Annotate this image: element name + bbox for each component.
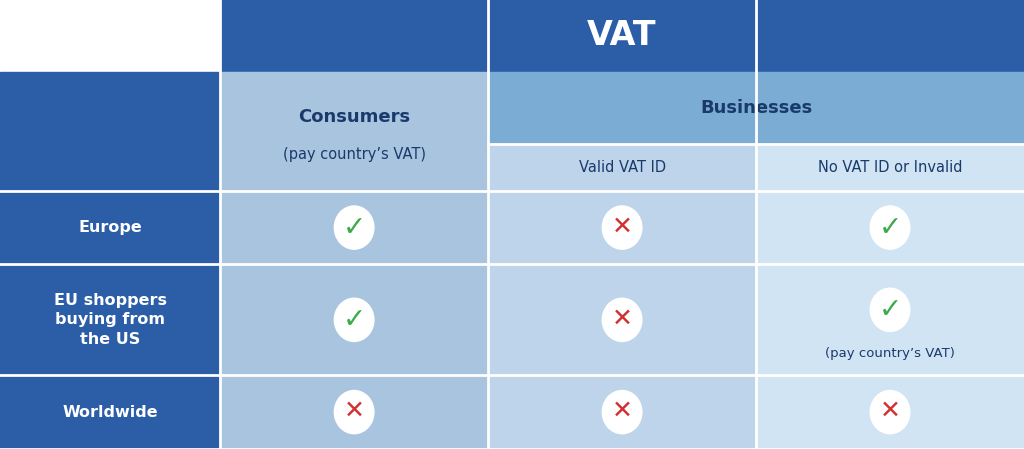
Text: Worldwide: Worldwide <box>62 405 158 420</box>
Text: ✓: ✓ <box>342 306 366 334</box>
Bar <box>0 0 220 72</box>
Bar <box>220 191 488 264</box>
Ellipse shape <box>334 298 374 341</box>
Bar <box>756 264 1024 375</box>
Bar <box>756 144 1024 191</box>
Bar <box>488 375 756 449</box>
Ellipse shape <box>870 391 910 434</box>
Text: ✓: ✓ <box>879 296 902 324</box>
Bar <box>488 264 756 375</box>
Text: ✓: ✓ <box>342 214 366 242</box>
Bar <box>220 264 488 375</box>
Text: EU shoppers
buying from
the US: EU shoppers buying from the US <box>53 293 167 347</box>
Text: Consumers: Consumers <box>298 108 411 126</box>
Ellipse shape <box>334 206 374 249</box>
Ellipse shape <box>602 206 642 249</box>
Text: ✕: ✕ <box>880 399 900 423</box>
Bar <box>0 72 220 144</box>
Ellipse shape <box>602 298 642 341</box>
Text: Europe: Europe <box>78 220 142 235</box>
Bar <box>756 191 1024 264</box>
Ellipse shape <box>334 391 374 434</box>
Ellipse shape <box>602 391 642 434</box>
Text: Valid VAT ID: Valid VAT ID <box>579 159 666 175</box>
Bar <box>488 144 756 191</box>
Bar <box>220 72 488 191</box>
Bar <box>488 72 1024 144</box>
Text: ✕: ✕ <box>344 399 365 423</box>
Bar <box>0 144 220 191</box>
Text: No VAT ID or Invalid: No VAT ID or Invalid <box>818 159 963 175</box>
Text: ✕: ✕ <box>611 307 633 331</box>
Text: VAT: VAT <box>588 19 656 53</box>
Text: Businesses: Businesses <box>700 99 812 117</box>
Bar <box>488 191 756 264</box>
Bar <box>220 0 1024 72</box>
Ellipse shape <box>870 206 910 249</box>
Ellipse shape <box>870 288 910 331</box>
Text: (pay country’s VAT): (pay country’s VAT) <box>283 148 426 163</box>
Bar <box>0 264 220 375</box>
Bar <box>0 375 220 449</box>
Bar <box>0 191 220 264</box>
Text: ✓: ✓ <box>879 214 902 242</box>
Text: ✕: ✕ <box>611 399 633 423</box>
Bar <box>220 375 488 449</box>
Bar <box>756 375 1024 449</box>
Text: ✕: ✕ <box>611 215 633 238</box>
Text: (pay country’s VAT): (pay country’s VAT) <box>825 347 955 360</box>
